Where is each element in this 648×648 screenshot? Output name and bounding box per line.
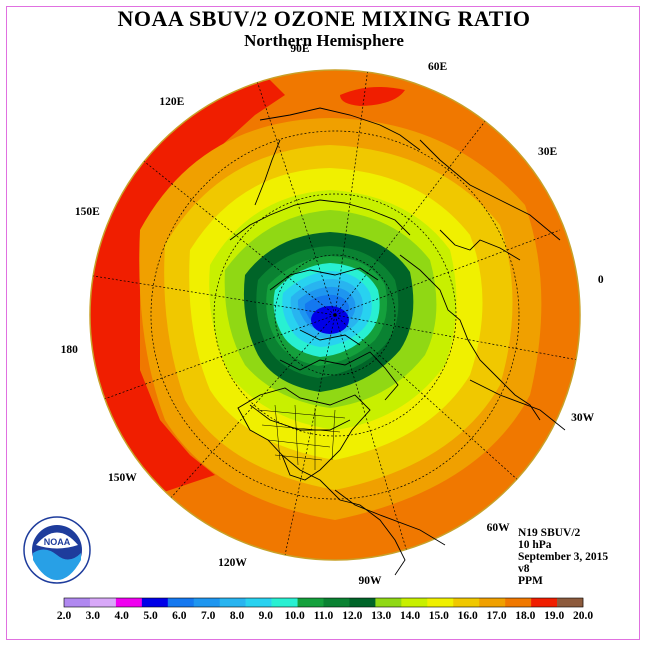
level-label: 10 hPa (518, 539, 552, 551)
colorbar-swatch (297, 598, 324, 607)
colorbar-swatch (505, 598, 532, 607)
longitude-label-150e: 150E (74, 206, 100, 219)
longitude-label-90w: 90W (358, 574, 382, 587)
longitude-label-60e: 60E (427, 61, 448, 74)
info-block: N19 SBUV/2 10 hPa September 3, 2015 v8 P… (518, 527, 608, 587)
colorbar-tick-label: 6.0 (172, 610, 187, 622)
longitude-label-150w: 150W (108, 472, 137, 485)
colorbar-tick-label: 14.0 (400, 610, 420, 622)
longitude-label-180: 180 (60, 343, 78, 356)
colorbar-swatch (557, 598, 584, 607)
colorbar-swatch (271, 598, 298, 607)
noaa-logo-text: NOAA (44, 537, 71, 547)
longitude-label-60w: 60W (486, 521, 510, 534)
colorbar-swatch (479, 598, 506, 607)
colorbar: 2.0 3.0 4.0 5.0 6.0 7.0 8.0 9.0 10.0 11.0 12.0 13.0… (57, 597, 593, 622)
units-label: PPM (518, 575, 543, 587)
colorbar-tick-label: 15.0 (429, 610, 449, 622)
political-borders (257, 404, 346, 470)
colorbar-swatch (245, 598, 272, 607)
colorbar-tick-label: 17.0 (486, 610, 506, 622)
colorbar-tick-label: 18.0 (515, 610, 535, 622)
longitude-label-30e: 30E (538, 145, 558, 158)
noaa-logo: NOAA (23, 516, 91, 584)
coastlines (229, 107, 566, 576)
longitude-label-120w: 120W (218, 556, 247, 569)
colorbar-swatch (323, 598, 350, 607)
colorbar-swatch (453, 598, 480, 607)
colorbar-tick-label: 11.0 (314, 610, 334, 622)
colorbar-tick-label: 12.0 (342, 610, 362, 622)
ozone-field (90, 70, 580, 560)
colorbar-tick-label: 13.0 (371, 610, 391, 622)
colorbar-swatch (401, 598, 428, 607)
satellite-label: N19 SBUV/2 (518, 527, 581, 539)
colorbar-swatch (219, 598, 246, 607)
colorbar-swatch (193, 598, 220, 607)
colorbar-tick-label: 2.0 (57, 610, 72, 622)
colorbar-swatch (167, 598, 195, 607)
longitude-label-120e: 120E (159, 96, 185, 109)
colorbar-tick-label: 7.0 (201, 610, 216, 622)
colorbar-tick-label: 4.0 (114, 610, 129, 622)
longitude-label-30w: 30W (571, 411, 595, 424)
map-title: NOAA SBUV/2 OZONE MIXING RATIO (117, 6, 531, 31)
colorbar-swatch (531, 598, 558, 607)
map-subtitle: Northern Hemisphere (244, 31, 404, 50)
colorbar-swatch (375, 598, 402, 607)
colorbar-swatch (89, 598, 117, 607)
date-label: September 3, 2015 (518, 551, 609, 563)
colorbar-tick-label: 3.0 (86, 610, 101, 622)
colorbar-swatch (64, 598, 91, 607)
colorbar-tick-label: 16.0 (458, 610, 478, 622)
longitude-label-90e: 90E (290, 43, 310, 56)
version-label: v8 (518, 563, 530, 575)
colorbar-tick-label: 19.0 (544, 610, 564, 622)
colorbar-swatch (115, 598, 143, 607)
colorbar-tick-label: 8.0 (230, 610, 245, 622)
colorbar-tick-label: 9.0 (259, 610, 274, 622)
figure-frame (6, 6, 640, 640)
colorbar-swatch (349, 598, 376, 607)
colorbar-swatch (427, 598, 454, 607)
colorbar-tick-label: 5.0 (143, 610, 158, 622)
longitude-label-0: 0 (597, 274, 604, 287)
colorbar-swatch (141, 598, 169, 607)
colorbar-tick-label: 20.0 (573, 610, 593, 622)
colorbar-tick-label: 10.0 (285, 610, 305, 622)
